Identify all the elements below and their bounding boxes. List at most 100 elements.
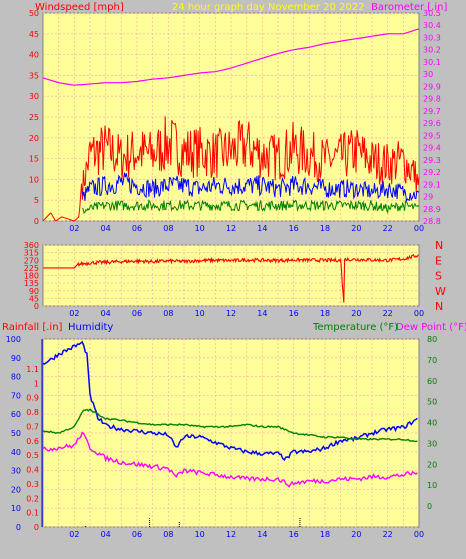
barometer-tick-label: 30.3 [423,33,441,42]
barometer-axis-title: Barometer [.in] [371,2,447,13]
time-tick-label: 04 [101,530,111,539]
wind-average-series [81,172,420,203]
time-tick-label: 06 [132,309,142,318]
rainfall-tick-label: 0.4 [26,466,39,475]
barometer-tick-label: 29.7 [423,107,441,116]
time-tick-label: 18 [320,530,330,539]
barometer-tick-label: 29.1 [423,180,441,189]
time-tick-label: 12 [226,309,236,318]
barometer-tick-label: 29.6 [423,119,441,128]
time-tick-label: 04 [101,309,111,318]
direction-tick-label: 90 [29,287,39,296]
rainfall-tick-label: 1.1 [26,365,39,374]
barometer-tick-label: 30.5 [423,9,441,18]
barometer-tick-label: 29.2 [423,168,441,177]
windspeed-tick-label: 45 [29,30,39,39]
direction-tick-label: 0 [34,302,39,311]
barometer-tick-label: 29.4 [423,144,441,153]
direction-tick-label: 315 [24,249,39,258]
rainfall-tick-label: 0.5 [26,451,39,460]
windspeed-tick-label: 35 [29,71,39,80]
time-tick-label: 16 [289,309,299,318]
barometer-tick-label: 28.9 [423,205,441,214]
time-tick-label: 00 [414,530,424,539]
barometer-tick-label: 29.9 [423,82,441,91]
compass-label: N [435,239,443,252]
rainfall-tick-label: 0.7 [26,422,39,431]
time-tick-label: 12 [226,530,236,539]
time-tick-label: 10 [195,224,205,233]
rainfall-tick-label: 0.1 [26,509,39,518]
time-tick-label: 14 [257,309,267,318]
time-tick-label: 02 [69,224,79,233]
dew-point-axis-title: Dew Point (°F) [396,322,466,333]
time-tick-label: 02 [69,530,79,539]
time-tick-label: 06 [132,224,142,233]
windspeed-series [42,116,420,222]
direction-tick-label: 270 [24,256,39,265]
windspeed-tick-label: 25 [29,113,39,122]
barometer-tick-label: 30.4 [423,21,441,30]
windspeed-tick-label: 15 [29,155,39,164]
humidity-tick-label: 50 [11,429,21,438]
temperature-tick-label: 50 [427,398,437,407]
barometer-tick-label: 29.8 [423,95,441,104]
windspeed-axis-title: Windspeed [mph] [35,2,124,13]
barometer-tick-label: 30.1 [423,58,441,67]
temperature-tick-label: 20 [427,460,437,469]
temperature-tick-label: 10 [427,481,437,490]
temperature-series [42,408,418,443]
direction-tick-label: 225 [24,264,39,273]
windspeed-tick-label: 50 [29,9,39,18]
humidity-tick-label: 10 [11,504,21,513]
humidity-tick-label: 80 [11,373,21,382]
time-tick-label: 00 [414,309,424,318]
time-tick-label: 08 [163,224,173,233]
time-tick-label: 08 [163,530,173,539]
time-tick-label: 10 [195,530,205,539]
time-tick-label: 16 [289,530,299,539]
dew-point-series [42,431,418,488]
temperature-axis-title: Temperature (°F) [312,322,398,333]
time-tick-label: 20 [351,224,361,233]
time-tick-label: 22 [383,530,393,539]
barometer-tick-label: 28.8 [423,217,441,226]
time-tick-label: 22 [383,224,393,233]
windspeed-tick-label: 10 [29,175,39,184]
wind-min-series [81,199,420,214]
humidity-tick-label: 0 [16,523,21,532]
time-tick-label: 20 [351,309,361,318]
time-tick-label: 18 [320,309,330,318]
barometer-tick-label: 30.2 [423,46,441,55]
rainfall-tick-label: 0.2 [26,494,39,503]
rainfall-tick-label: 0.3 [26,480,39,489]
time-tick-label: 08 [163,309,173,318]
direction-tick-label: 45 [29,294,39,303]
humidity-tick-label: 100 [6,335,21,344]
time-tick-label: 04 [101,224,111,233]
rainfall-axis-title: Rainfall [.in] [2,322,63,333]
compass-label: N [435,300,443,313]
rainfall-tick-label: 0.9 [26,394,39,403]
windspeed-tick-label: 30 [29,92,39,101]
direction-tick-label: 135 [24,279,39,288]
compass-label: S [435,270,442,283]
humidity-tick-label: 30 [11,467,21,476]
time-tick-label: 02 [69,309,79,318]
barometer-tick-label: 29.3 [423,156,441,165]
temperature-tick-label: 40 [427,419,437,428]
direction-tick-label: 180 [24,272,39,281]
time-tick-label: 14 [257,224,267,233]
rainfall-tick-label: 0.6 [26,437,39,446]
rainfall-tick-label: 0.8 [26,408,39,417]
compass-label: E [435,254,442,267]
barometer-tick-label: 29 [423,193,433,202]
windspeed-tick-label: 40 [29,51,39,60]
temperature-tick-label: 80 [427,335,437,344]
time-tick-label: 06 [132,530,142,539]
rainfall-tick-label: 1 [34,379,39,388]
time-tick-label: 16 [289,224,299,233]
humidity-tick-label: 90 [11,354,21,363]
